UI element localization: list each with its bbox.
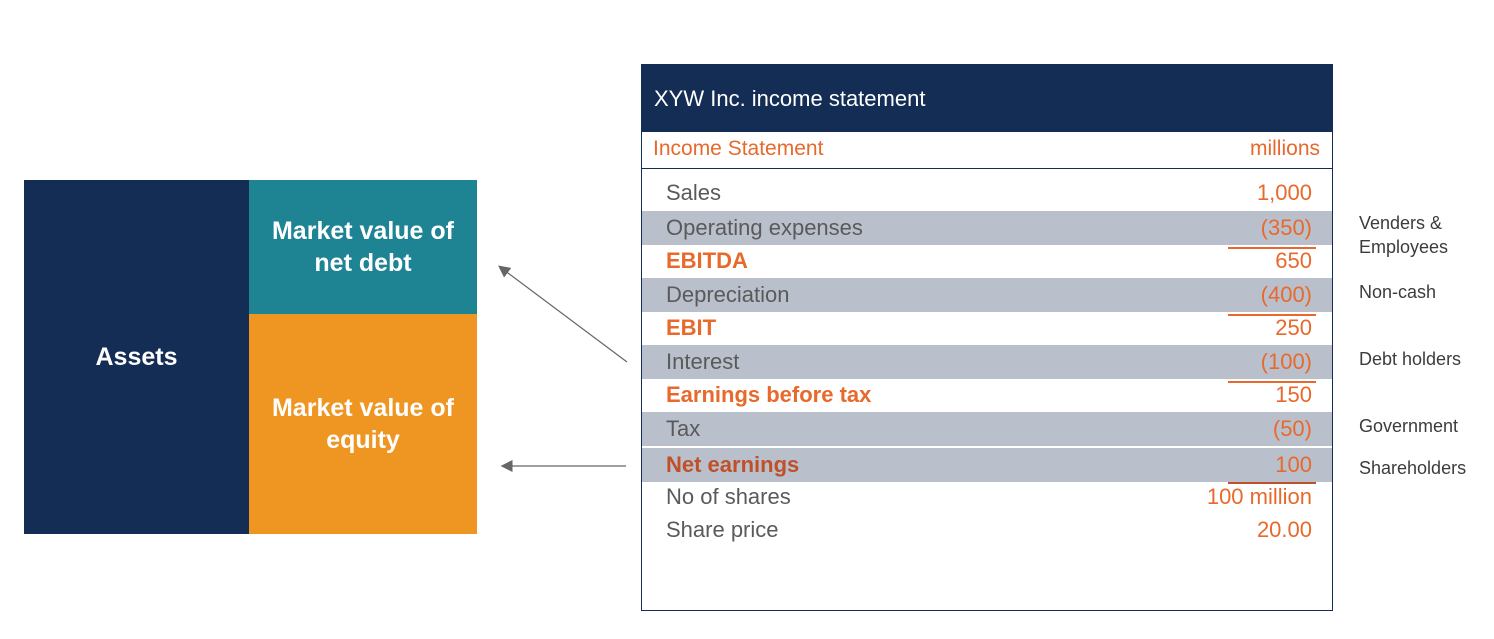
row-sales: Sales 1,000 (642, 176, 1332, 210)
row-value: 250 (1275, 315, 1312, 340)
subheader-divider (642, 168, 1332, 169)
subheader-left: Income Statement (653, 137, 824, 160)
income-statement-panel: XYW Inc. income statement Income Stateme… (641, 64, 1333, 611)
row-depreciation: Depreciation (400) (642, 278, 1332, 312)
row-value: 100 (1275, 452, 1312, 477)
subtotal-underline (1228, 314, 1316, 316)
row-value: (50) (1272, 416, 1312, 441)
note-government: Government (1359, 416, 1459, 436)
row-label: Net earnings (666, 452, 800, 477)
row-label: Share price (666, 517, 779, 542)
row-ebit: EBIT 250 (642, 311, 1332, 345)
equity-label: Market value of equity (271, 394, 454, 454)
row-label: No of shares (666, 484, 791, 509)
assets-label: Assets (95, 342, 178, 371)
note-venders-employees: Venders & Employees (1359, 213, 1449, 257)
row-value: (350) (1260, 215, 1312, 240)
interest-to-debt-arrow (498, 265, 628, 363)
note-non-cash: Non-cash (1359, 282, 1437, 302)
panel-title: XYW Inc. income statement (654, 85, 926, 111)
row-value: 20.00 (1256, 517, 1312, 542)
subheader: Income Statement millions (642, 132, 1332, 166)
row-value: 650 (1275, 248, 1312, 273)
row-label: Earnings before tax (666, 382, 872, 407)
assets-block: Assets (24, 180, 249, 534)
row-net-earnings: Net earnings 100 (642, 448, 1332, 482)
row-label: EBIT (666, 315, 717, 340)
net-earnings-underline (1228, 482, 1316, 484)
row-label: Tax (666, 416, 701, 441)
row-label: EBITDA (666, 248, 748, 273)
equity-block: Market value of equity (249, 314, 477, 534)
row-operating-expenses: Operating expenses (350) (642, 211, 1332, 245)
row-label: Depreciation (666, 282, 790, 307)
row-no-of-shares: No of shares 100 million (642, 480, 1332, 514)
row-value: (100) (1260, 349, 1312, 374)
net-debt-label: Market value of net debt (271, 217, 454, 277)
row-value: 1,000 (1256, 180, 1312, 205)
note-debt-holders: Debt holders (1359, 349, 1462, 369)
subtotal-underline (1228, 247, 1316, 249)
row-value: 100 million (1206, 484, 1312, 509)
subheader-units: millions (1249, 137, 1320, 160)
net-debt-block: Market value of net debt (249, 180, 477, 314)
row-label: Operating expenses (666, 215, 863, 240)
row-tax: Tax (50) (642, 412, 1332, 446)
row-value: (400) (1260, 282, 1312, 307)
panel-header: XYW Inc. income statement (642, 65, 1332, 132)
row-label: Sales (666, 180, 722, 205)
row-ebitda: EBITDA 650 (642, 244, 1332, 278)
row-share-price: Share price 20.00 (642, 513, 1332, 547)
row-interest: Interest (100) (642, 345, 1332, 379)
row-value: 150 (1275, 382, 1312, 407)
subtotal-underline (1228, 381, 1316, 383)
row-earnings-before-tax: Earnings before tax 150 (642, 378, 1332, 412)
row-label: Interest (666, 349, 740, 374)
note-shareholders: Shareholders (1359, 458, 1467, 478)
